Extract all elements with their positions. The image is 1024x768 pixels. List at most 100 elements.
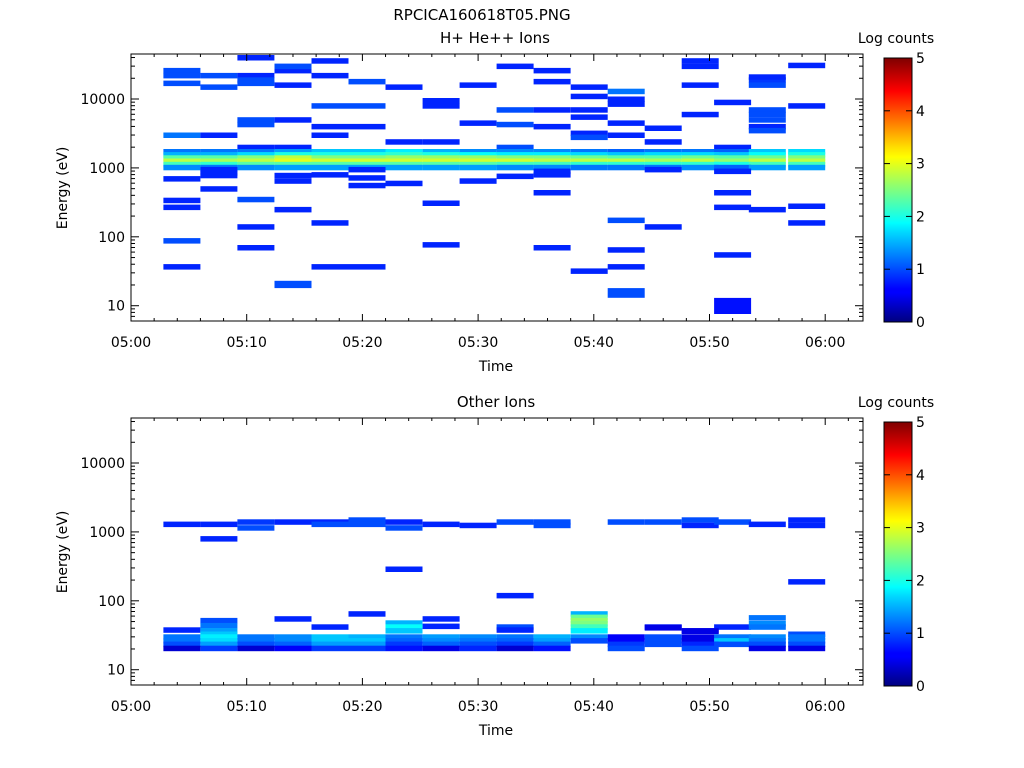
- heatmap-cell: [748, 164, 786, 171]
- heatmap-cell: [644, 166, 682, 173]
- heatmap-cell: [459, 634, 497, 640]
- colorbar-tick-label: 2: [916, 209, 925, 225]
- heatmap-cell: [644, 139, 682, 145]
- heatmap-block: [644, 624, 682, 631]
- heatmap-cell: [422, 152, 460, 158]
- y-tick-label: 10: [107, 663, 125, 679]
- heatmap-cell: [607, 120, 645, 126]
- heatmap-cell: [748, 161, 786, 168]
- heatmap-cell: [748, 206, 786, 213]
- heatmap-cell: [788, 645, 826, 652]
- heatmap-cell: [788, 517, 826, 523]
- heatmap-cell: [163, 197, 201, 204]
- heatmap-cell: [788, 103, 826, 109]
- heatmap-cell: [311, 158, 349, 164]
- heatmap-cell: [459, 158, 497, 164]
- heatmap-cell: [644, 634, 682, 640]
- heatmap-cell: [496, 161, 534, 168]
- heatmap-cell: [459, 641, 497, 648]
- heatmap-cell: [607, 247, 645, 253]
- heatmap-cell: [788, 522, 826, 529]
- heatmap-cell: [274, 149, 312, 155]
- heatmap-cell: [200, 186, 238, 192]
- heatmap-cell: [200, 634, 238, 640]
- heatmap-cell: [311, 264, 349, 270]
- x-tick-label: 05:10: [227, 699, 267, 715]
- heatmap-cell: [311, 645, 349, 652]
- heatmap-cell: [422, 149, 460, 155]
- heatmap-cell: [748, 77, 786, 83]
- panel-h-he-ions: H+ He++ Ions Log counts 05:00 05:10 05:20 0…: [55, 29, 934, 375]
- heatmap-cell: [163, 238, 201, 244]
- heatmap-cell: [348, 149, 386, 155]
- heatmap-cell: [496, 634, 534, 640]
- panel-title: Other Ions: [457, 393, 535, 411]
- heatmap-cell: [714, 155, 752, 161]
- heatmap-cell: [533, 78, 571, 85]
- heatmap-cell: [274, 645, 312, 652]
- heatmap-cell: [163, 204, 201, 211]
- heatmap-cell: [748, 82, 786, 88]
- heatmap-cell: [274, 638, 312, 644]
- heatmap-cell: [163, 155, 201, 161]
- heatmap-cell: [348, 638, 386, 644]
- heatmap-cell: [200, 622, 238, 629]
- heatmap-cell: [311, 161, 349, 168]
- heatmap-cell: [200, 158, 238, 164]
- heatmap-block: [681, 628, 719, 634]
- heatmap-cell: [533, 645, 571, 652]
- heatmap-cell: [200, 72, 238, 79]
- heatmap-cell: [385, 641, 423, 648]
- heatmap-cell: [607, 155, 645, 161]
- heatmap-cell: [788, 579, 826, 585]
- heatmap-cell: [200, 631, 238, 637]
- heatmap-cell: [422, 164, 460, 171]
- heatmap-cell: [496, 638, 534, 644]
- heatmap-cell: [385, 620, 423, 626]
- heatmap-cell: [311, 132, 349, 138]
- heatmap-cell: [748, 74, 786, 80]
- heatmap-cell: [607, 152, 645, 158]
- heatmap-cell: [788, 164, 826, 171]
- heatmap-cell: [311, 149, 349, 155]
- heatmap-cell: [274, 178, 312, 184]
- heatmap-cell: [163, 67, 201, 74]
- heatmap-cell: [459, 120, 497, 126]
- heatmap-cell: [200, 149, 238, 155]
- heatmap-cell: [570, 161, 608, 168]
- heatmap-cell: [311, 155, 349, 161]
- heatmap-cell: [163, 645, 201, 652]
- heatmap-cell: [681, 111, 719, 118]
- heatmap-cell: [422, 641, 460, 648]
- heatmap-cell: [422, 161, 460, 168]
- heatmap-cell: [714, 99, 752, 106]
- heatmap-cell: [311, 634, 349, 640]
- y-axis: 10 100 1000 10000: [80, 57, 863, 322]
- heatmap-block: [274, 280, 312, 289]
- heatmap-cell: [422, 623, 460, 630]
- heatmap-cell: [533, 164, 571, 171]
- heatmap-cell: [788, 638, 826, 644]
- heatmap-cell: [348, 517, 386, 523]
- heatmap-cell: [607, 149, 645, 155]
- heatmap-cell: [714, 638, 752, 644]
- heatmap-cell: [274, 634, 312, 640]
- colorbar-title: Log counts: [858, 31, 934, 47]
- heatmap-cell: [681, 645, 719, 652]
- y-axis-label: Energy (eV): [55, 511, 71, 594]
- heatmap-cell: [311, 72, 349, 79]
- colorbar-tick-label: 0: [916, 679, 925, 695]
- heatmap-cell: [496, 149, 534, 155]
- colorbar-tick-label: 4: [916, 104, 925, 120]
- heatmap-cell: [607, 158, 645, 164]
- heatmap-cell: [311, 103, 349, 109]
- heatmap-cell: [311, 152, 349, 158]
- heatmap-cell: [237, 641, 275, 648]
- heatmap-cell: [496, 144, 534, 151]
- heatmap-cell: [644, 152, 682, 158]
- heatmap-cell: [714, 252, 752, 258]
- x-tick-label: 05:50: [689, 335, 729, 351]
- heatmap-cell: [496, 624, 534, 630]
- heatmap-cell: [533, 641, 571, 648]
- heatmap-cell: [274, 641, 312, 648]
